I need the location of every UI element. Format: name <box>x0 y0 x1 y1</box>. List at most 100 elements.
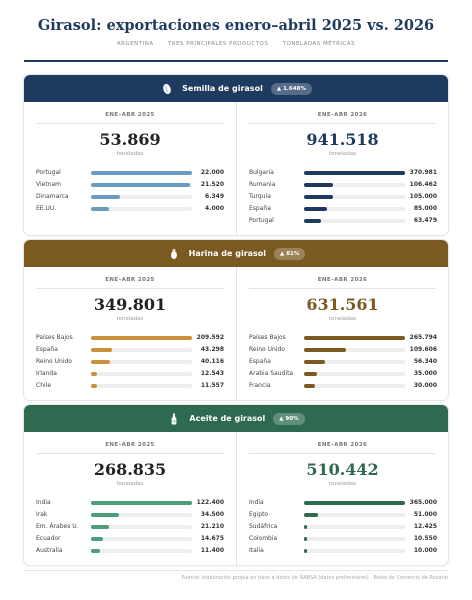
bar-turquia <box>304 194 333 199</box>
bar-australia <box>91 548 101 553</box>
country-label: India <box>249 499 264 506</box>
subtitle-unit: TONELADAS MÉTRICAS <box>282 41 356 47</box>
value-label: 11.557 <box>200 382 224 389</box>
panel-2025: ENE–ABR 2025 349.801 toneladas Países Bajos… <box>24 267 236 400</box>
harina-de-girasol-card: Harina de girasol ▲ 81% ENE–ABR 2025 349.80… <box>24 240 448 400</box>
panel-2025: ENE–ABR 2025 268.835 toneladas India 122.400… <box>24 432 236 565</box>
total-unit: toneladas <box>116 151 144 157</box>
bar-arabia-saudita <box>304 371 318 376</box>
bar-irak <box>91 512 120 517</box>
country-label: Portugal <box>36 169 61 176</box>
country-bar-row: Irlanda 12.543 <box>36 369 224 378</box>
country-label: Vietnam <box>36 181 62 188</box>
value-label: 265.794 <box>409 334 437 341</box>
country-label: Países Bajos <box>249 334 286 341</box>
country-label: Francia <box>249 382 271 389</box>
value-label: 34.500 <box>200 511 224 518</box>
product-title: Semilla de girasol <box>182 84 263 93</box>
bar-espana <box>91 347 112 352</box>
country-label: Países Bajos <box>36 334 73 341</box>
total-unit: toneladas <box>328 481 357 487</box>
flour-sack-icon <box>167 247 181 261</box>
country-bar-row: España 85.000 <box>249 204 437 213</box>
bar-track <box>91 536 192 541</box>
bar-track <box>91 500 192 505</box>
country-bar-row: Em. Árabes U. 21.210 <box>36 522 224 531</box>
country-bar-row: Colombia 10.550 <box>249 534 437 543</box>
total-value: 510.442 <box>306 460 379 479</box>
country-label: India <box>36 499 51 506</box>
value-label: 10.550 <box>413 535 437 542</box>
bar-sudafrica <box>304 524 308 529</box>
country-label: EE.UU. <box>36 205 57 212</box>
period-label: ENE–ABR 2026 <box>249 277 436 289</box>
bar-track <box>91 194 192 199</box>
bar-track <box>304 383 405 388</box>
country-bar-row: Países Bajos 209.592 <box>36 333 224 342</box>
country-bar-row: Reino Unido 40.116 <box>36 357 224 366</box>
country-bar-row: España 56.340 <box>249 357 437 366</box>
bar-dinamarca <box>91 194 121 199</box>
value-label: 105.000 <box>409 193 437 200</box>
total-value: 941.518 <box>306 130 379 149</box>
bar-track <box>304 182 405 187</box>
bar-track <box>91 359 192 364</box>
total-value: 349.801 <box>93 295 167 314</box>
period-label: ENE–ABR 2026 <box>249 112 436 124</box>
country-bar-row: Países Bajos 265.794 <box>249 333 437 342</box>
value-label: 21.210 <box>200 523 224 530</box>
product-title: Harina de girasol <box>188 249 267 258</box>
value-label: 4.000 <box>205 205 224 212</box>
bar-track <box>91 512 192 517</box>
semilla-de-girasol-card: Semilla de girasol ▲ 1.648% ENE–ABR 2025 53… <box>24 75 448 235</box>
bar-chile <box>91 383 97 388</box>
value-label: 6.349 <box>205 193 224 200</box>
change-badge: ▲ 81% <box>274 247 306 260</box>
country-bar-row: Chile 11.557 <box>36 381 224 390</box>
value-label: 14.675 <box>200 535 224 542</box>
bar-ee-uu <box>91 206 110 211</box>
bar-track <box>91 206 192 211</box>
bar-track <box>91 170 192 175</box>
country-label: Arabia Saudita <box>249 370 294 377</box>
country-label: Irlanda <box>36 370 57 377</box>
country-bar-row: Turquía 105.000 <box>249 192 437 201</box>
value-label: 85.000 <box>413 205 437 212</box>
country-bar-row: Sudáfrica 12.425 <box>249 522 437 531</box>
bar-track <box>304 500 405 505</box>
country-bar-row: España 43.298 <box>36 345 224 354</box>
change-badge: ▲ 90% <box>273 412 305 425</box>
bar-track <box>304 512 405 517</box>
total-unit: toneladas <box>116 481 144 487</box>
country-bar-row: Bulgaria 370.981 <box>249 168 437 177</box>
bar-track <box>304 347 405 352</box>
bar-reino-unido <box>91 359 111 364</box>
total-value: 631.561 <box>306 295 379 314</box>
bar-track <box>304 548 405 553</box>
harina-de-girasol-card-header: Harina de girasol ▲ 81% <box>24 240 448 267</box>
bar-track <box>304 218 405 223</box>
bar-portugal <box>91 170 192 175</box>
country-label: Irak <box>36 511 48 518</box>
country-label: Sudáfrica <box>249 523 278 530</box>
country-label: España <box>249 358 271 365</box>
period-label: ENE–ABR 2025 <box>36 112 224 124</box>
country-label: Reino Unido <box>36 358 72 365</box>
bar-rumania <box>304 182 333 187</box>
country-label: Dinamarca <box>36 193 69 200</box>
country-bar-row: Australia 11.400 <box>36 546 224 555</box>
value-label: 122.400 <box>196 499 224 506</box>
total-unit: toneladas <box>328 151 357 157</box>
country-bar-row: Dinamarca 6.349 <box>36 192 224 201</box>
bar-ecuador <box>91 536 104 541</box>
value-label: 43.298 <box>200 346 224 353</box>
bar-track <box>91 524 192 529</box>
value-label: 51.000 <box>413 511 437 518</box>
seed-icon <box>160 82 174 96</box>
value-label: 12.425 <box>413 523 437 530</box>
aceite-de-girasol-card: Aceite de girasol ▲ 90% ENE–ABR 2025 268.83… <box>24 405 448 565</box>
panel-2026: ENE–ABR 2026 510.442 toneladas India 365.000… <box>236 432 448 565</box>
report-header: Girasol: exportaciones enero–abril 2025 … <box>24 0 448 62</box>
country-bar-row: Irak 34.500 <box>36 510 224 519</box>
period-label: ENE–ABR 2026 <box>249 442 436 454</box>
